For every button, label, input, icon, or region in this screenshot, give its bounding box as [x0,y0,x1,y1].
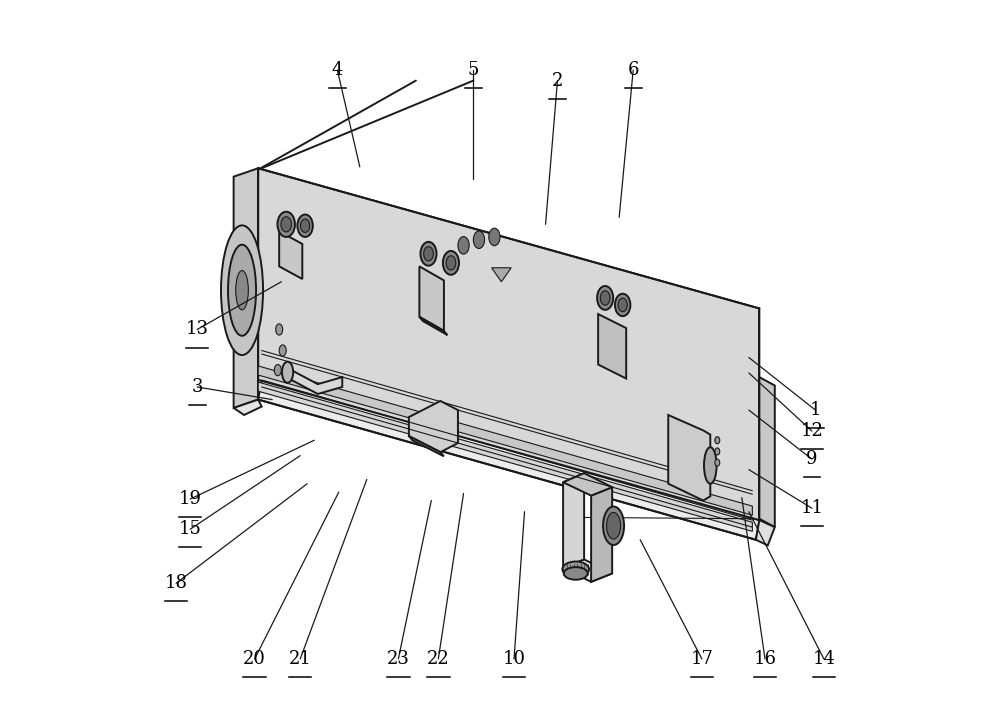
Ellipse shape [704,447,717,484]
Polygon shape [563,559,612,582]
Text: 4: 4 [332,61,343,79]
Ellipse shape [615,294,630,316]
Polygon shape [234,168,258,408]
Text: 2: 2 [552,72,563,90]
Ellipse shape [221,225,263,355]
Ellipse shape [597,286,613,310]
Ellipse shape [618,298,627,312]
Text: 3: 3 [191,378,203,396]
Text: 21: 21 [289,650,312,668]
Text: 6: 6 [627,61,639,79]
Ellipse shape [715,437,720,444]
Text: 16: 16 [753,650,776,668]
Text: 12: 12 [801,422,823,440]
Ellipse shape [473,231,485,248]
Ellipse shape [420,242,437,266]
Polygon shape [419,317,447,335]
Text: 20: 20 [243,650,266,668]
Polygon shape [759,377,775,527]
Polygon shape [668,415,710,501]
Text: 9: 9 [806,450,818,468]
Ellipse shape [458,236,469,254]
Text: 18: 18 [165,574,188,592]
Ellipse shape [297,215,313,237]
Text: 23: 23 [387,650,410,668]
Text: 19: 19 [179,490,202,508]
Polygon shape [409,401,458,452]
Ellipse shape [607,512,621,539]
Polygon shape [234,400,262,415]
Ellipse shape [489,229,500,245]
Text: 5: 5 [468,61,479,79]
Polygon shape [563,473,584,568]
Ellipse shape [564,567,588,580]
Text: 13: 13 [186,320,209,339]
Polygon shape [258,168,759,520]
Text: 15: 15 [179,520,202,538]
Ellipse shape [279,345,286,356]
Polygon shape [258,382,752,531]
Ellipse shape [274,365,281,376]
Polygon shape [286,367,342,394]
Ellipse shape [715,448,720,455]
Ellipse shape [715,459,720,466]
Text: 14: 14 [812,650,835,668]
Text: 1: 1 [810,401,821,419]
Polygon shape [409,436,444,456]
Polygon shape [756,520,775,545]
Ellipse shape [424,247,433,261]
Ellipse shape [277,212,295,237]
Text: 10: 10 [503,650,526,668]
Ellipse shape [236,271,248,310]
Polygon shape [598,314,626,379]
Text: 22: 22 [427,650,450,668]
Polygon shape [591,487,612,582]
Text: 17: 17 [690,650,713,668]
Polygon shape [419,266,444,331]
Polygon shape [492,268,511,282]
Ellipse shape [443,251,459,275]
Ellipse shape [300,219,310,233]
Polygon shape [258,366,752,515]
Polygon shape [563,473,612,496]
Ellipse shape [562,562,589,577]
Text: 11: 11 [800,499,823,517]
Ellipse shape [600,291,610,305]
Ellipse shape [603,506,624,545]
Polygon shape [258,380,759,540]
Polygon shape [279,231,302,279]
Ellipse shape [282,362,293,383]
Ellipse shape [276,324,283,335]
Ellipse shape [446,256,456,270]
Ellipse shape [281,217,291,232]
Ellipse shape [228,245,256,336]
